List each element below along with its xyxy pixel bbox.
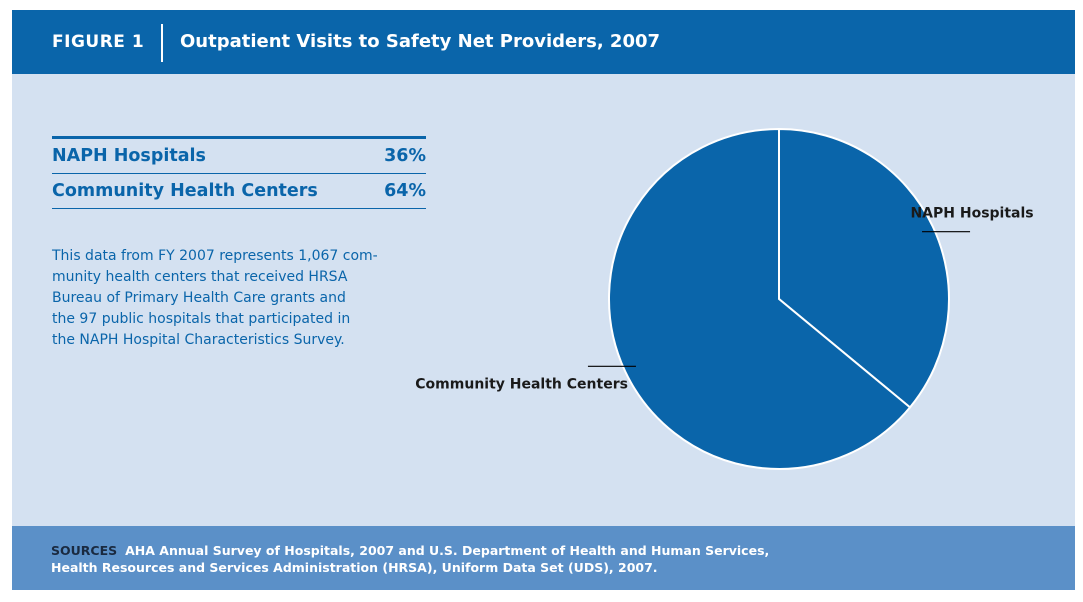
row-label: NAPH Hospitals bbox=[52, 146, 206, 166]
description-line: This data from FY 2007 represents 1,067 … bbox=[52, 248, 378, 264]
figure-title: Outpatient Visits to Safety Net Provider… bbox=[180, 31, 661, 52]
sources-line-1: AHA Annual Survey of Hospitals, 2007 and… bbox=[125, 543, 770, 558]
pie-slice-naph-hospitals bbox=[778, 127, 950, 409]
table-row: NAPH Hospitals 36% bbox=[52, 139, 426, 174]
table-row: Community Health Centers 64% bbox=[52, 174, 426, 209]
slice-label: Community Health Centers bbox=[415, 376, 628, 392]
description-line: Bureau of Primary Health Care grants and bbox=[52, 290, 346, 306]
sources-footer: SOURCES AHA Annual Survey of Hospitals, 2… bbox=[12, 526, 1075, 590]
pie-slice-community-health-centers bbox=[608, 127, 912, 470]
row-value: 36% bbox=[384, 146, 426, 166]
percentage-table: NAPH Hospitals 36% Community Health Cent… bbox=[52, 136, 426, 209]
description-text: This data from FY 2007 represents 1,067 … bbox=[52, 246, 447, 351]
description-line: munity health centers that received HRSA bbox=[52, 269, 348, 285]
row-label: Community Health Centers bbox=[52, 181, 318, 201]
sources-line-2: Health Resources and Services Administra… bbox=[51, 560, 658, 575]
row-value: 64% bbox=[384, 181, 426, 201]
sources-keyword: SOURCES bbox=[51, 543, 118, 558]
header-divider bbox=[161, 24, 163, 62]
pie-chart: NAPH Hospitals Community Health Centers bbox=[415, 127, 1034, 470]
description-line: the 97 public hospitals that participate… bbox=[52, 311, 351, 327]
description-line: the NAPH Hospital Characteristics Survey… bbox=[52, 332, 345, 348]
sources-text: SOURCES AHA Annual Survey of Hospitals, 2… bbox=[51, 542, 1031, 576]
figure-label: FIGURE 1 bbox=[52, 32, 145, 52]
slice-label: NAPH Hospitals bbox=[910, 206, 1033, 222]
figure-panel: FIGURE 1 Outpatient Visits to Safety Net… bbox=[12, 10, 1075, 590]
figure-header: FIGURE 1 Outpatient Visits to Safety Net… bbox=[12, 10, 1075, 74]
